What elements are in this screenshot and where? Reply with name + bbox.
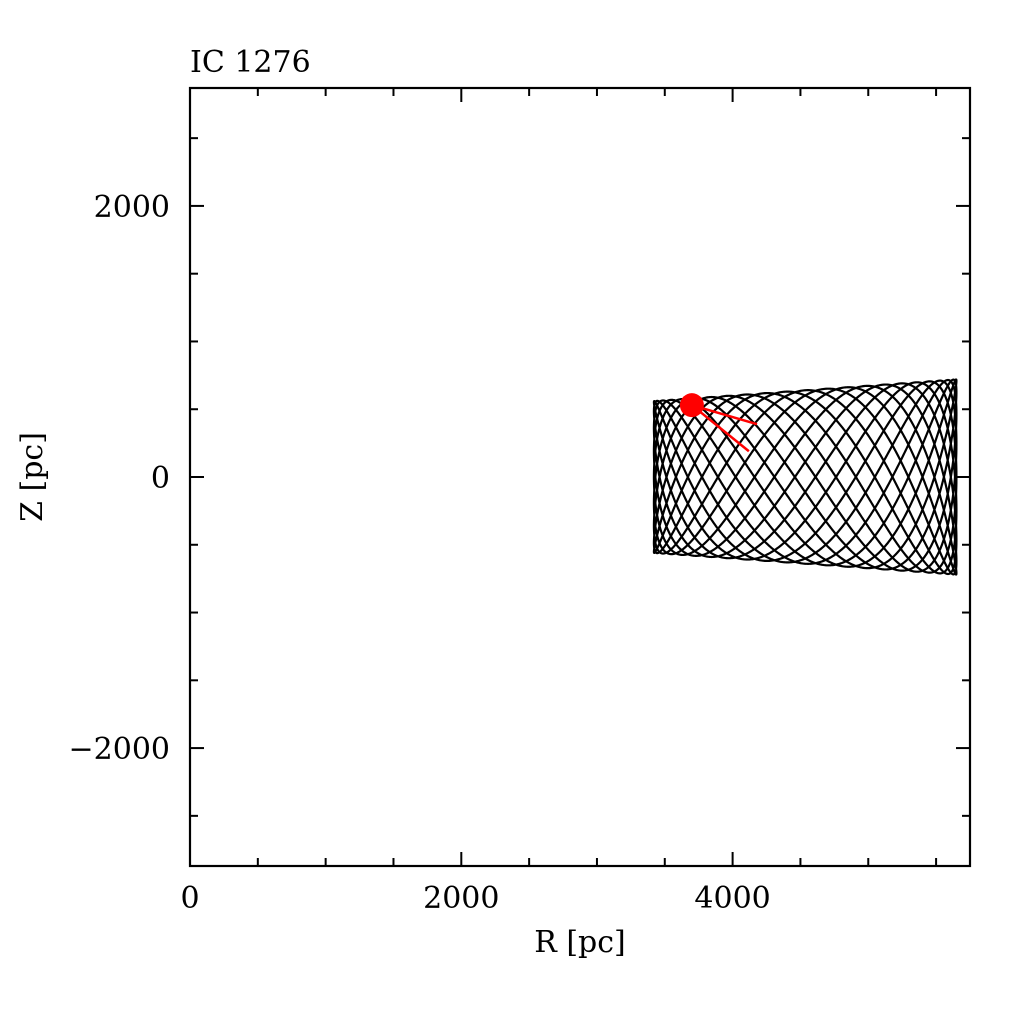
- y-tick-label: 0: [151, 461, 170, 496]
- orbit-trajectory: [652, 378, 958, 576]
- x-tick-label: 2000: [423, 881, 499, 916]
- chart-title: IC 1276: [190, 45, 311, 80]
- plot-axes: [188, 86, 972, 868]
- y-tick-label: 2000: [94, 190, 170, 225]
- x-tick-label: 4000: [694, 881, 770, 916]
- velocity-vector-2: [691, 404, 750, 453]
- plot-frame: [188, 86, 972, 868]
- x-axis-title: R [pc]: [534, 925, 626, 960]
- y-axis-title: Z [pc]: [15, 432, 50, 522]
- orbit-line: [652, 378, 958, 576]
- y-tick-label: −2000: [69, 732, 170, 767]
- current-position-marker: [679, 393, 758, 453]
- tick-labels: 0 2000 4000 −2000 0 2000: [69, 190, 771, 916]
- current-position-dot: [679, 393, 704, 418]
- x-tick-label: 0: [180, 881, 199, 916]
